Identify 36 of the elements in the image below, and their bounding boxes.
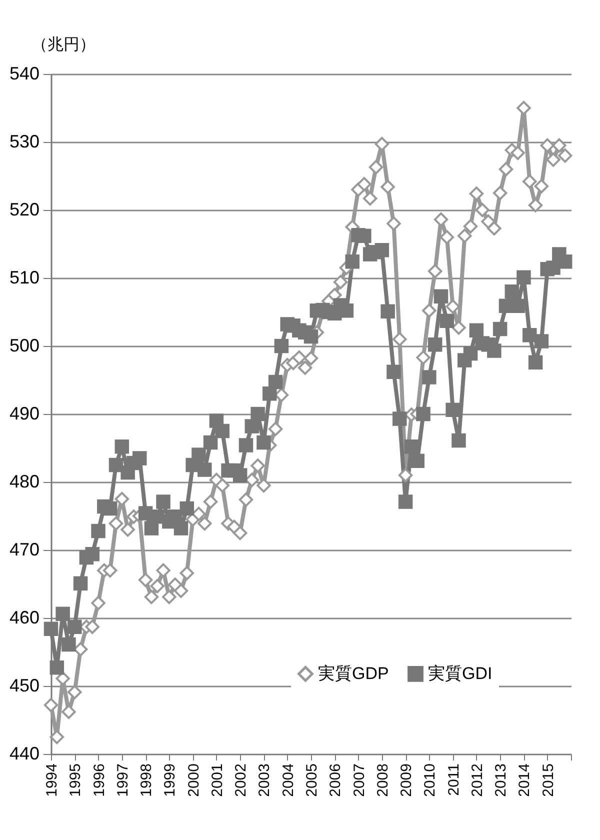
x-tick-label: 2007 bbox=[350, 764, 368, 797]
x-tick-label: 2006 bbox=[327, 764, 344, 797]
x-tick-label: 2003 bbox=[256, 764, 274, 797]
y-tick-label: 490 bbox=[9, 404, 40, 424]
x-tick-label: 2004 bbox=[280, 764, 297, 797]
legend-label: 実質GDI bbox=[428, 664, 492, 683]
x-tick-label: 2013 bbox=[492, 764, 510, 797]
x-tick-label: 1998 bbox=[138, 764, 156, 797]
x-tick-label: 1996 bbox=[90, 764, 108, 797]
x-tick-label: 2009 bbox=[398, 764, 416, 797]
x-tick-label: 2014 bbox=[516, 764, 534, 797]
x-tick-label: 2010 bbox=[422, 764, 439, 797]
x-tick-label: 1995 bbox=[67, 764, 84, 797]
x-tick-label: 1999 bbox=[162, 764, 179, 797]
y-tick-label: 480 bbox=[9, 472, 40, 492]
y-tick-label: 440 bbox=[9, 744, 40, 764]
x-tick-label: 2005 bbox=[304, 764, 320, 797]
y-tick-label: 530 bbox=[9, 132, 40, 152]
y-tick-label: 520 bbox=[9, 200, 40, 220]
x-tick-label: 2002 bbox=[232, 764, 250, 797]
legend-label: 実質GDP bbox=[318, 664, 389, 683]
y-axis-title: （兆円） bbox=[32, 36, 96, 54]
y-tick-label: 450 bbox=[9, 676, 40, 696]
y-tick-label: 510 bbox=[9, 268, 40, 288]
x-tick-label: 2012 bbox=[468, 764, 486, 797]
x-tick-label: 2008 bbox=[374, 764, 392, 797]
x-tick-label: 1997 bbox=[114, 764, 132, 797]
x-tick-label: 2011 bbox=[445, 764, 462, 796]
x-tick-label: 1994 bbox=[44, 764, 60, 797]
x-tick-label: 2000 bbox=[185, 764, 202, 797]
x-tick-label: 2001 bbox=[208, 764, 226, 797]
y-tick-label: 540 bbox=[9, 64, 40, 84]
x-tick-label: 2015 bbox=[540, 764, 557, 797]
y-tick-label: 500 bbox=[9, 336, 40, 356]
y-tick-label: 460 bbox=[9, 608, 40, 628]
y-tick-label: 470 bbox=[9, 540, 40, 560]
